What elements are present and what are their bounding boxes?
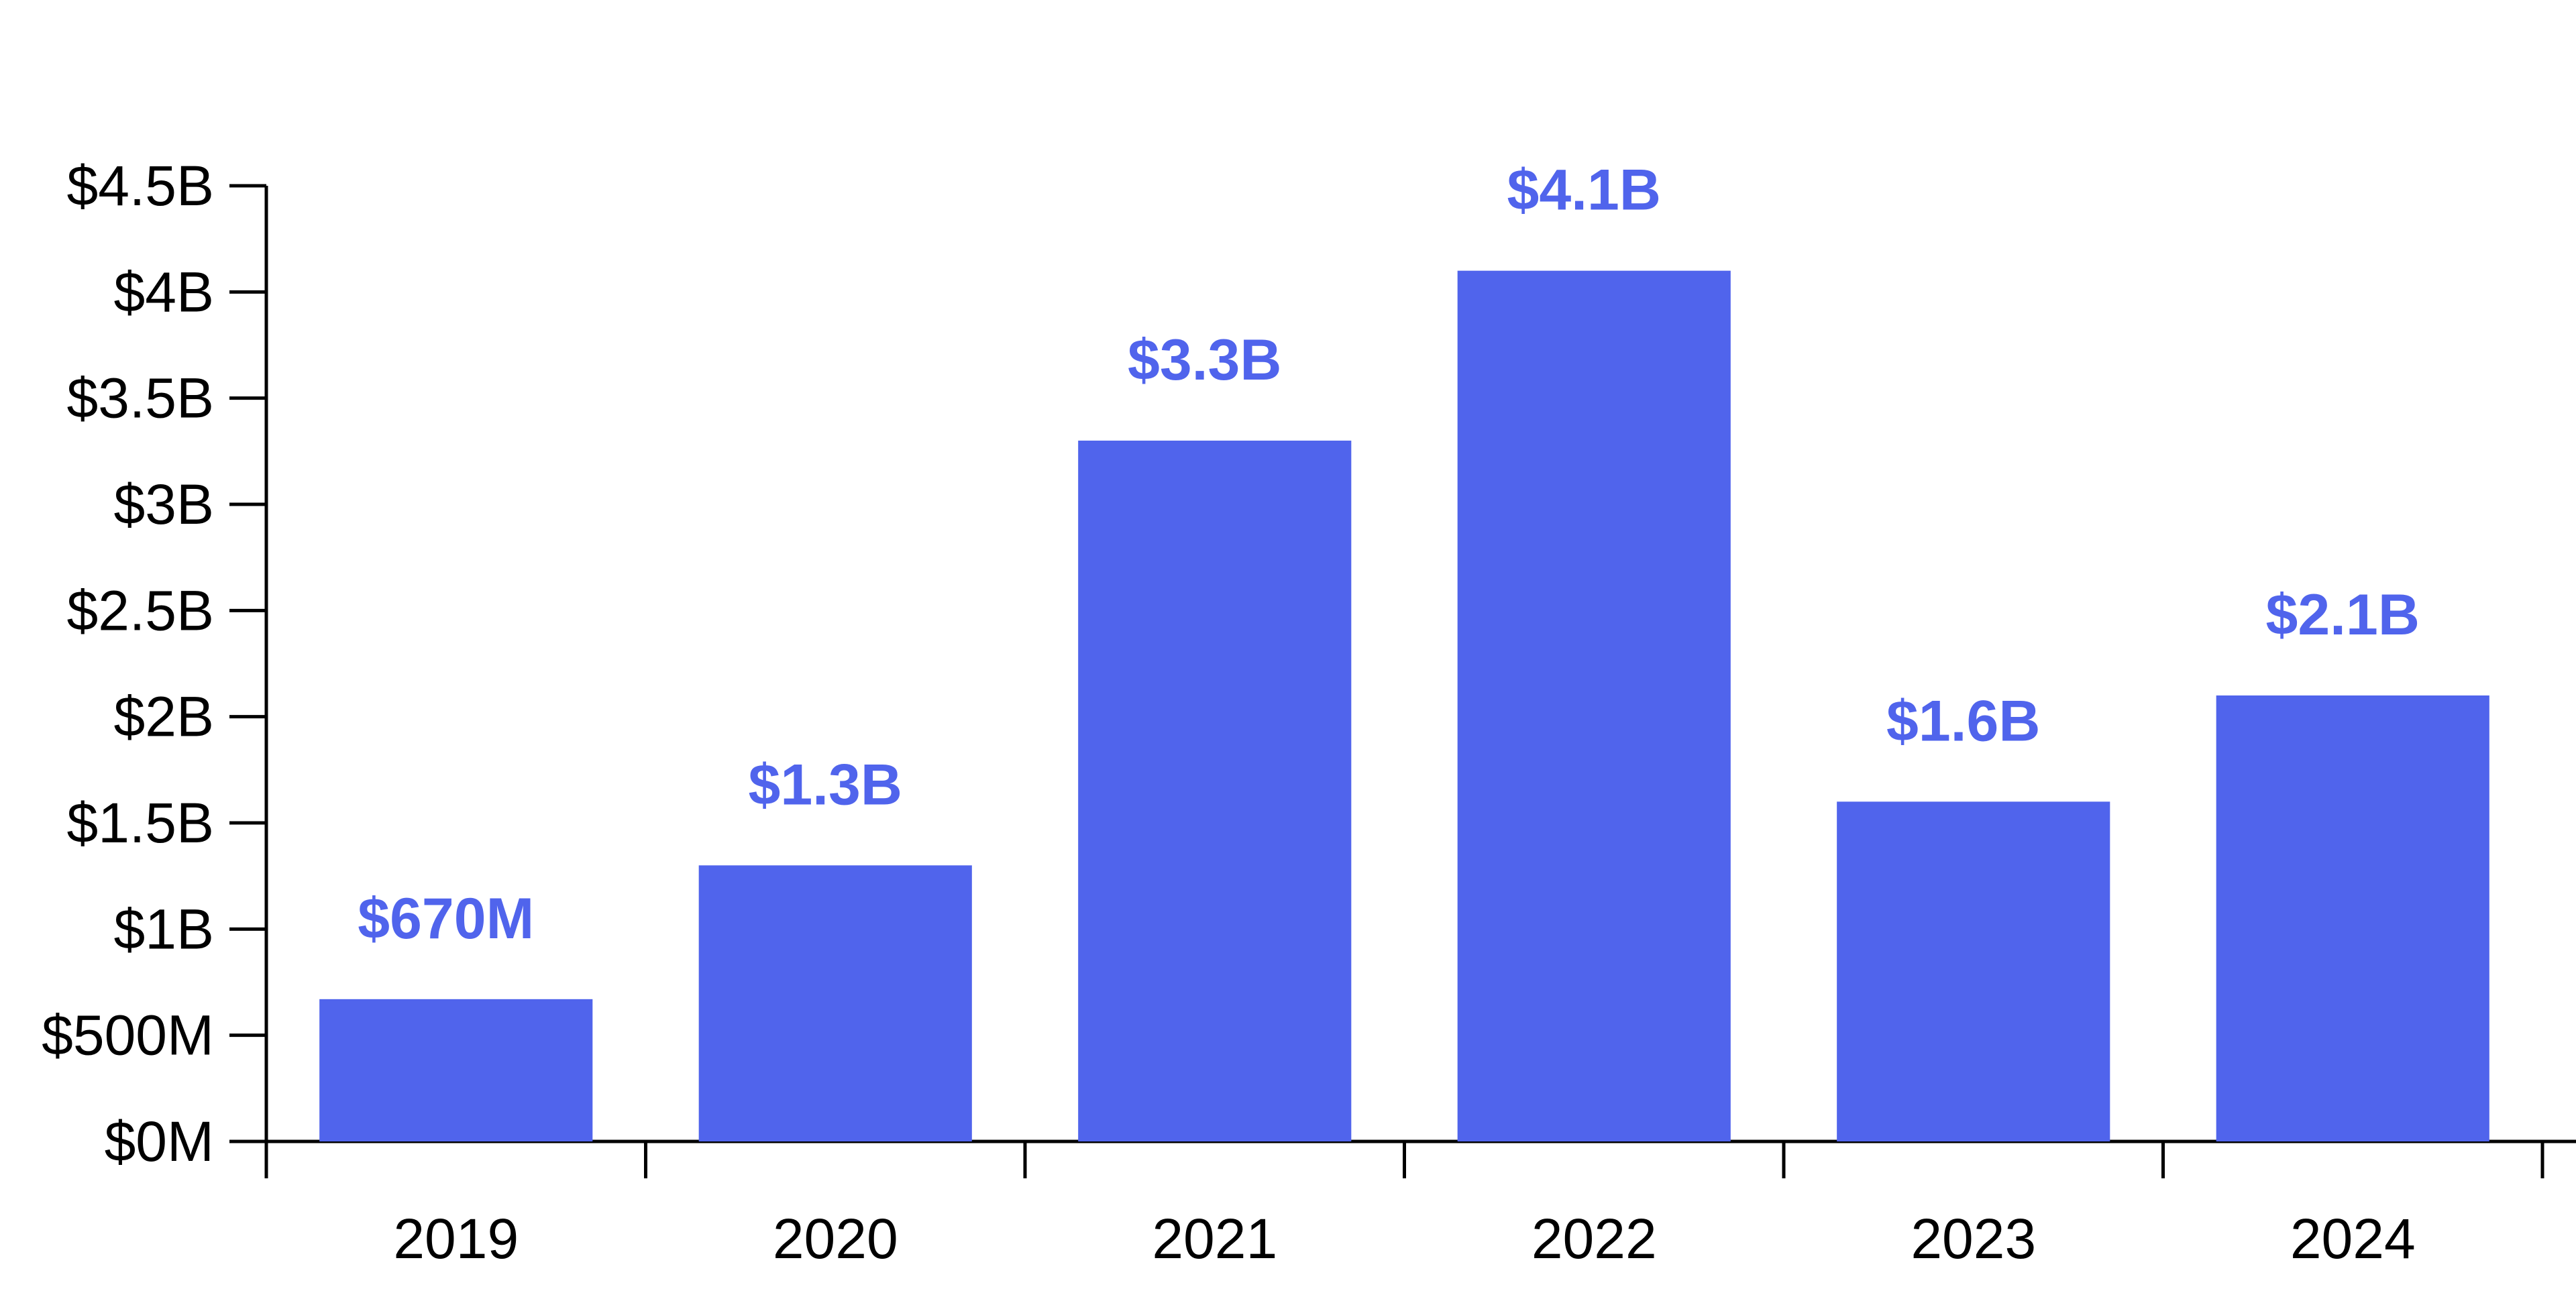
bar-2019	[319, 999, 593, 1141]
y-tick-label: $4B	[114, 260, 214, 323]
bar-2020	[698, 865, 972, 1141]
x-tick-label: 2020	[773, 1207, 898, 1270]
y-tick-label: $3.5B	[66, 367, 214, 430]
x-tick-label: 2022	[1532, 1207, 1657, 1270]
bar-value-label: $670M	[358, 887, 534, 951]
x-axis: 2019 2020 2021 2022 2023 2024	[264, 1139, 2576, 1270]
bar-value-label: $3.3B	[1128, 328, 1282, 392]
y-tick-label: $1.5B	[66, 791, 214, 854]
bar-value-label: $4.1B	[1507, 158, 1662, 223]
bar-2022	[1457, 270, 1731, 1142]
bar-value-label: $2.1B	[2266, 583, 2420, 647]
x-tick-label: 2023	[1911, 1207, 2036, 1270]
bar-value-label: $1.3B	[749, 752, 903, 817]
x-tick-label: 2021	[1152, 1207, 1277, 1270]
y-tick-label: $2.5B	[66, 579, 214, 642]
x-tick-label: 2019	[393, 1207, 519, 1270]
y-tick-label: $4.5B	[66, 154, 214, 217]
y-tick-label: $1B	[114, 897, 214, 960]
bars	[319, 270, 2489, 1142]
value-labels: $670M $1.3B $3.3B $4.1B $1.6B $2.1B	[358, 158, 2420, 951]
bar-2024	[2216, 695, 2489, 1141]
bar-2023	[1837, 801, 2110, 1141]
bar-2021	[1078, 441, 1352, 1141]
y-tick-label: $2B	[114, 685, 214, 748]
y-tick-label: $0M	[105, 1110, 214, 1173]
y-tick-label: $3B	[114, 473, 214, 536]
x-tick-label: 2024	[2290, 1207, 2416, 1270]
y-axis: $0M $500M $1B $1.5B $2B $2.5B $3B $3.5B $4B $4.5B	[42, 154, 268, 1173]
y-tick-label: $500M	[42, 1004, 214, 1067]
bar-value-label: $1.6B	[1886, 689, 2041, 753]
